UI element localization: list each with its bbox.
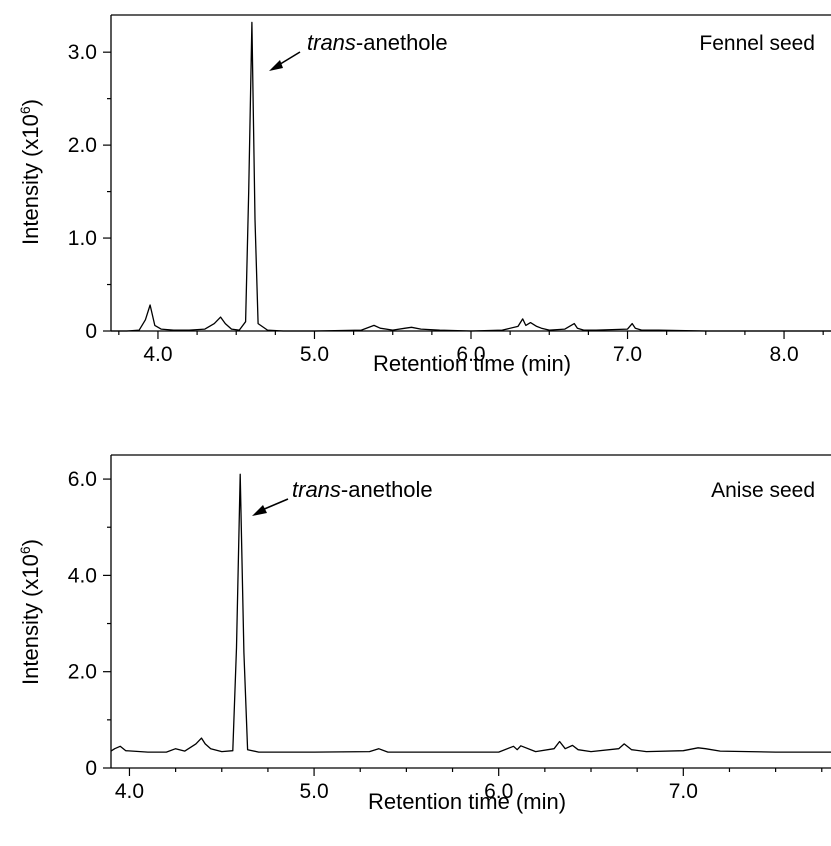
y-axis-title-main: Intensity (x10 xyxy=(18,114,43,245)
y-axis-title-close: ) xyxy=(18,539,43,546)
y-axis-title: Intensity (x106) xyxy=(17,99,43,245)
y-tick-label: 1.0 xyxy=(68,227,97,250)
peak-annotation-italic: trans xyxy=(292,477,341,502)
annotation-arrowhead xyxy=(269,60,283,71)
y-tick-label: 0 xyxy=(85,320,97,343)
y-axis-title-close: ) xyxy=(18,99,43,106)
x-tick-label: 7.0 xyxy=(669,780,698,803)
y-tick-label: 2.0 xyxy=(68,661,97,684)
y-tick-label: 0 xyxy=(85,757,97,780)
x-tick-label: 4.0 xyxy=(115,780,144,803)
peak-annotation-rest: -anethole xyxy=(341,477,433,502)
y-axis-title-exponent: 6 xyxy=(17,106,33,114)
chromatogram-trace xyxy=(111,21,831,332)
fennel-chart: 0 1.0 2.0 3.0 4.0 5.0 6.0 7.0 8.0 Fennel seed t… xyxy=(17,14,831,376)
sample-label: Anise seed xyxy=(711,479,815,502)
x-tick-label: 5.0 xyxy=(300,343,329,366)
y-axis-title-main: Intensity (x10 xyxy=(18,554,43,685)
y-tick-label: 2.0 xyxy=(68,134,97,157)
peak-annotation-rest: -anethole xyxy=(356,30,448,55)
sample-label: Fennel seed xyxy=(699,32,815,55)
y-ticks: 0 1.0 2.0 3.0 xyxy=(68,41,111,343)
peak-annotation-italic: trans xyxy=(307,30,356,55)
x-tick-label: 8.0 xyxy=(769,343,798,366)
x-ticks: 4.0 5.0 6.0 7.0 xyxy=(115,768,823,803)
y-tick-label: 3.0 xyxy=(68,41,97,64)
x-tick-label: 6.0 xyxy=(484,780,513,803)
peak-annotation: trans-anethole xyxy=(307,30,448,55)
y-axis-title: Intensity (x106) xyxy=(17,539,43,685)
y-tick-label: 4.0 xyxy=(68,564,97,587)
y-ticks: 0 2.0 4.0 6.0 xyxy=(68,468,111,780)
annotation-arrowhead xyxy=(252,505,267,516)
x-tick-label: 5.0 xyxy=(299,780,328,803)
x-ticks: 4.0 5.0 6.0 7.0 8.0 xyxy=(118,331,824,366)
x-tick-label: 4.0 xyxy=(143,343,172,366)
chromatogram-trace xyxy=(110,473,831,753)
x-axis-title: Retention time (min) xyxy=(373,351,571,376)
y-axis-title-exponent: 6 xyxy=(17,546,33,554)
anise-chart: 0 2.0 4.0 6.0 4.0 5.0 6.0 7.0 Anise seed trans… xyxy=(17,454,831,814)
x-tick-label: 7.0 xyxy=(613,343,642,366)
x-axis-title: Retention time (min) xyxy=(368,789,566,814)
x-tick-label: 6.0 xyxy=(456,343,485,366)
peak-annotation: trans-anethole xyxy=(292,477,433,502)
annotation-arrow xyxy=(261,498,289,511)
y-tick-label: 6.0 xyxy=(68,468,97,491)
